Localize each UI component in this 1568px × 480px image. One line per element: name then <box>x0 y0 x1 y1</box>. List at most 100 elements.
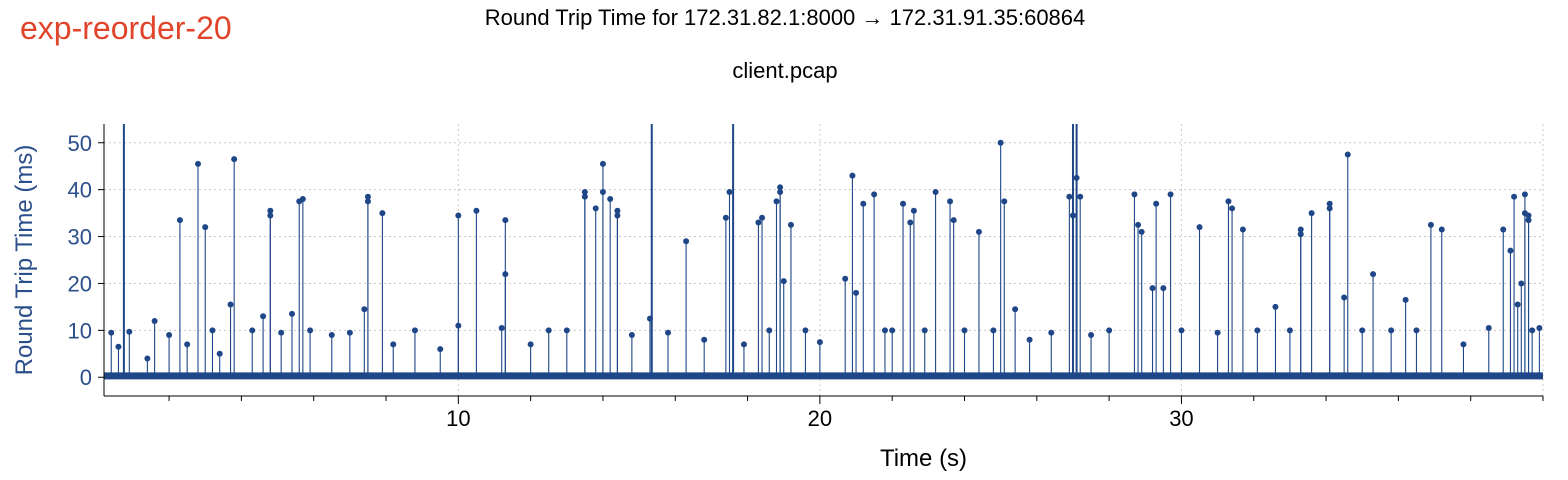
rtt-point <box>1077 193 1084 200</box>
rtt-point <box>853 289 860 296</box>
rtt-point <box>1308 210 1315 217</box>
rtt-point <box>166 332 173 339</box>
rtt-point <box>361 306 368 313</box>
rtt-point <box>184 341 191 348</box>
x-tick-label: 10 <box>446 406 470 431</box>
rtt-point <box>1272 303 1279 310</box>
rtt-point <box>889 327 896 334</box>
rtt-point <box>1214 329 1221 336</box>
rtt-point <box>802 327 809 334</box>
rtt-point <box>1229 205 1236 212</box>
rtt-point <box>216 350 223 357</box>
rtt-point <box>1485 325 1492 331</box>
chart-title: Round Trip Time for 172.31.82.1:8000 → 1… <box>484 5 1086 30</box>
rtt-point <box>1153 200 1160 207</box>
rtt-point <box>364 198 371 205</box>
rtt-point <box>1135 221 1142 228</box>
rtt-point <box>1326 200 1333 207</box>
rtt-point <box>1138 228 1145 235</box>
rtt-point <box>545 327 552 334</box>
rtt-point <box>921 327 928 334</box>
rtt-point <box>1460 341 1467 348</box>
rtt-point <box>581 193 588 200</box>
rtt-point <box>701 336 708 343</box>
y-tick-label: 40 <box>68 178 92 203</box>
rtt-point <box>1069 212 1076 219</box>
rtt-point <box>1297 226 1304 233</box>
rtt-point <box>267 207 274 214</box>
rtt-point <box>773 198 780 205</box>
rtt-point <box>390 341 397 348</box>
rtt-point <box>455 212 462 219</box>
rtt-point <box>787 221 794 228</box>
rtt-point <box>759 214 766 221</box>
rtt-point <box>1073 174 1080 181</box>
rtt-point <box>527 341 534 348</box>
rtt-point <box>108 329 115 336</box>
rtt-point <box>614 207 621 214</box>
rtt-point <box>231 156 238 163</box>
rtt-point <box>1370 271 1377 278</box>
rtt-point <box>614 212 621 219</box>
x-tick-label: 30 <box>1169 406 1193 431</box>
experiment-tag: exp-reorder-20 <box>20 10 232 46</box>
rtt-point <box>437 346 444 353</box>
rtt-point <box>740 341 747 348</box>
rtt-point <box>202 224 209 231</box>
rtt-point <box>1521 191 1528 198</box>
rtt-point <box>379 210 386 217</box>
rtt-point <box>1254 327 1261 334</box>
rtt-point <box>502 271 509 278</box>
rtt-point <box>267 212 274 219</box>
rtt-point <box>1529 327 1536 334</box>
rtt-point <box>328 332 335 339</box>
rtt-point <box>473 207 480 214</box>
y-tick-label: 30 <box>68 225 92 250</box>
rtt-point <box>1536 325 1543 331</box>
rtt-point <box>900 200 907 207</box>
rtt-point <box>755 219 762 226</box>
rtt-point <box>1341 294 1348 301</box>
rtt-point <box>907 219 914 226</box>
rtt-point <box>1326 205 1333 212</box>
rtt-point <box>151 317 158 324</box>
rtt-point <box>1178 327 1185 334</box>
rtt-point <box>683 238 690 245</box>
rtt-point <box>665 329 672 336</box>
chart-subtitle: client.pcap <box>732 58 838 83</box>
rtt-point <box>498 325 505 331</box>
rtt-point <box>849 172 856 179</box>
rtt-point <box>1012 306 1019 313</box>
rtt-point <box>1518 280 1525 287</box>
rtt-point <box>289 310 296 317</box>
rtt-point <box>860 200 867 207</box>
rtt-point <box>961 327 968 334</box>
rtt-point <box>997 139 1004 146</box>
y-tick-label: 0 <box>80 365 92 390</box>
rtt-point <box>1225 198 1232 205</box>
rtt-point <box>1525 217 1532 224</box>
rtt-point <box>766 327 773 334</box>
rtt-point <box>990 327 997 334</box>
rtt-point <box>1413 327 1420 334</box>
rtt-point <box>1388 327 1395 334</box>
rtt-point <box>646 315 653 322</box>
rtt-point <box>195 160 202 167</box>
rtt-point <box>947 198 954 205</box>
rtt-point <box>126 328 133 335</box>
y-tick-label: 10 <box>68 318 92 343</box>
rtt-point <box>1514 301 1521 308</box>
rtt-point <box>1106 327 1113 334</box>
rtt-point <box>364 193 371 200</box>
rtt-point <box>628 332 635 339</box>
x-axis-label: Time (s) <box>880 445 967 472</box>
rtt-point <box>144 355 151 362</box>
rtt-point <box>260 313 267 320</box>
rtt-point <box>1359 327 1366 334</box>
rtt-point <box>581 189 588 195</box>
rtt-point <box>722 214 729 221</box>
y-tick-label: 20 <box>68 271 92 296</box>
rtt-point <box>563 327 570 334</box>
rtt-point <box>1525 212 1532 219</box>
rtt-point <box>1131 191 1138 198</box>
